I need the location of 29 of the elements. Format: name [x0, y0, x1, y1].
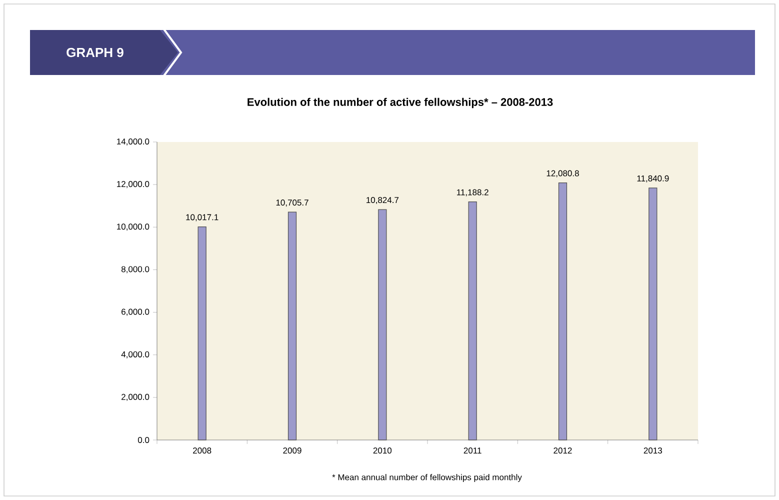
bar	[558, 182, 568, 440]
bar	[648, 188, 658, 440]
y-tick-label: 14,000.0	[117, 138, 150, 146]
data-label: 10,017.1	[186, 214, 218, 222]
bar	[378, 209, 387, 440]
y-tick-label: 10,000.0	[117, 224, 150, 231]
x-tick-label: 2008	[193, 448, 212, 454]
y-tick-label: 6,000.0	[122, 308, 150, 316]
x-tick-label: 2011	[464, 448, 482, 454]
y-tick-label: 8,000.0	[121, 266, 150, 274]
data-label: 11,840.9	[637, 175, 669, 182]
x-tick-label: 2009	[283, 448, 302, 454]
y-tick-label: 2,000.0	[122, 394, 150, 401]
chart-subtitle: GRAPH 9	[66, 48, 124, 58]
y-tick-label: 4,000.0	[121, 351, 150, 358]
bar	[468, 202, 477, 440]
y-tick-label: 12,000.0	[117, 181, 150, 188]
text: * Mean annual number of fellowships paid monthly	[332, 474, 522, 482]
x-tick-label: 2013	[644, 448, 662, 454]
y-tick-label: 0.0	[138, 436, 150, 443]
bar	[198, 226, 206, 440]
x-tick-label: 2012	[554, 448, 572, 454]
chart-title: Evolution of the number of active fellowships* – 2008-2013	[248, 98, 553, 108]
x-tick-label: 2010	[373, 448, 392, 454]
data-label: 10,705.7	[276, 200, 308, 207]
data-label: 11,188.2	[456, 189, 488, 196]
data-label: 12,080.8	[546, 170, 579, 178]
data-label: 10,824.7	[366, 197, 399, 204]
bar	[288, 212, 297, 440]
